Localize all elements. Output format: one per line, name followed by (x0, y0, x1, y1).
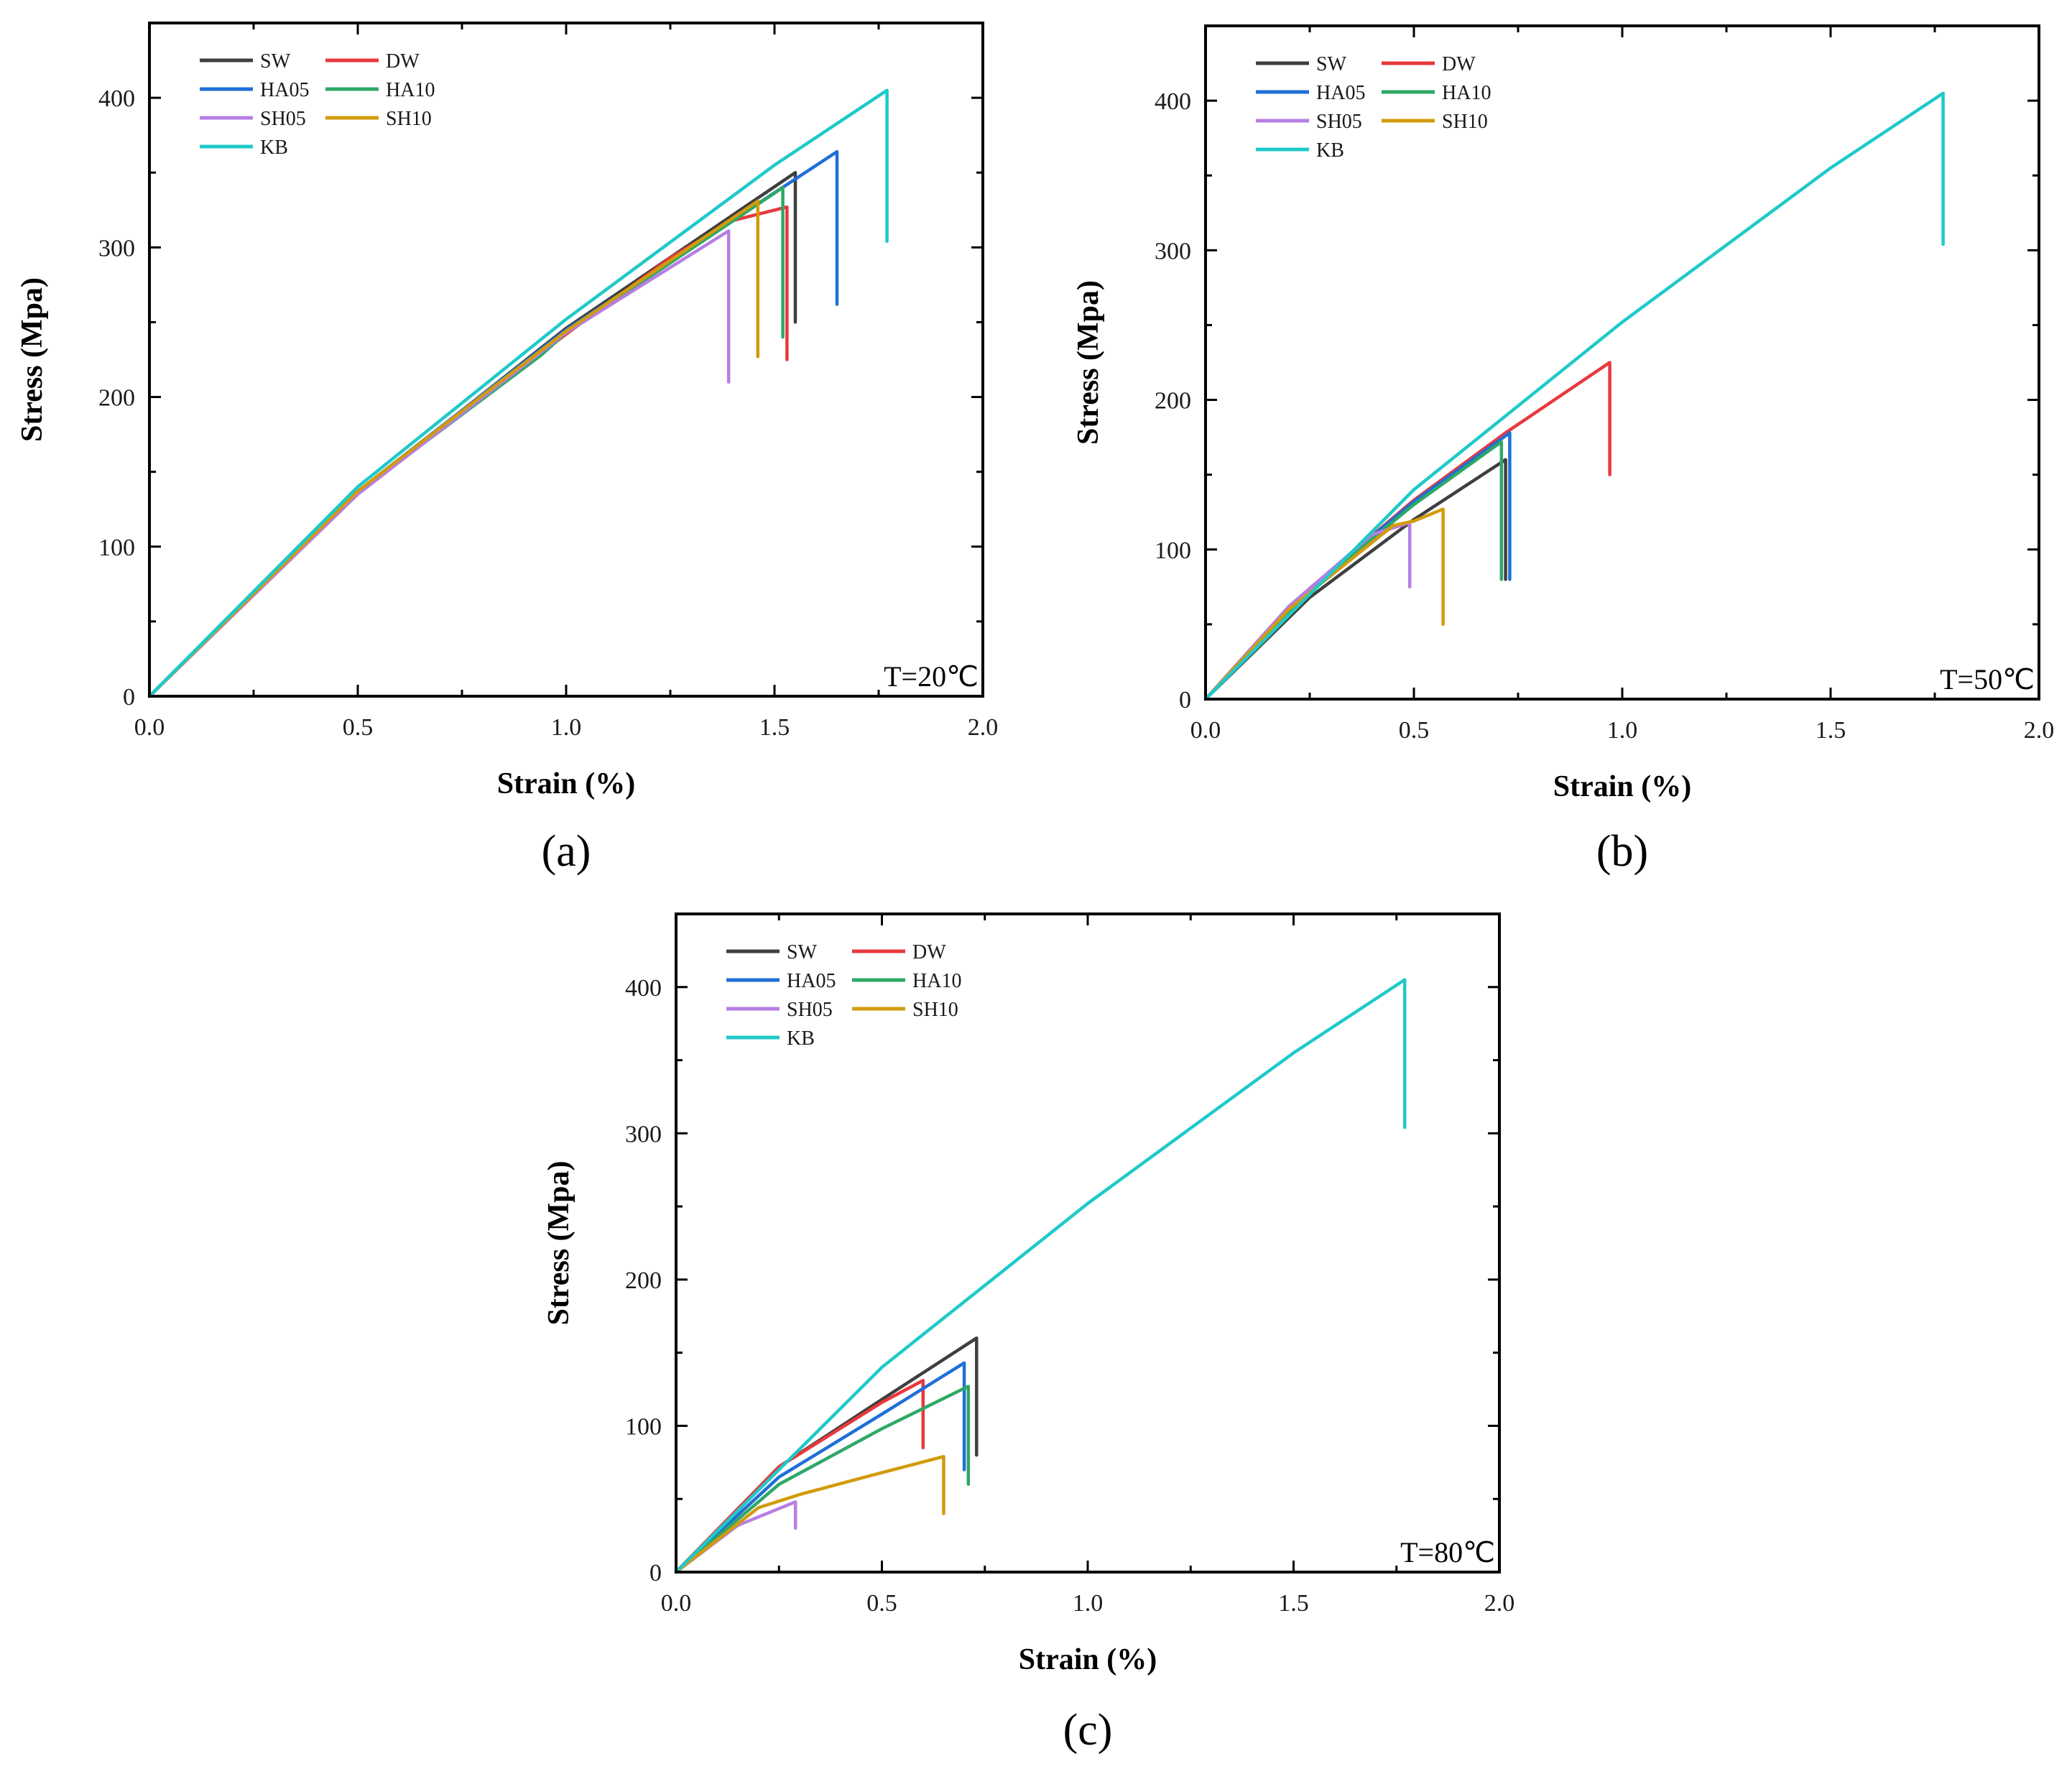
y-axis-title: Stress (Mpa) (16, 277, 49, 442)
series-line-dw (1203, 361, 1611, 701)
legend-label-ha10: HA10 (1442, 82, 1491, 104)
x-tick-label: 1.0 (1607, 717, 1638, 744)
series-line-kb (674, 978, 1407, 1574)
chart-panel-0: 0.0 0.5 1.0 1.5 2.0 0 100 200 300 400 Strain (%) St… (16, 22, 999, 876)
legend-label-sh05: SH05 (787, 999, 833, 1021)
chart-panel-1: 0.0 0.5 1.0 1.5 2.0 0 100 200 300 400 Strain (%) St… (1072, 24, 2055, 876)
y-tick-label: 200 (625, 1267, 662, 1294)
legend-label-sw: SW (787, 941, 818, 964)
legend: SW DW HA05 HA10 SH05 SH10 KB (1256, 53, 1491, 162)
x-tick-label: 0.0 (1190, 717, 1221, 744)
legend-label-sh05: SH05 (1316, 111, 1362, 133)
x-tick-label: 0.5 (1399, 717, 1430, 744)
legend-label-kb: KB (1316, 139, 1344, 162)
y-tick-label: 100 (625, 1413, 662, 1440)
series-line-sh10 (147, 199, 760, 698)
y-axis-title: Stress (Mpa) (542, 1160, 575, 1325)
x-tick-label: 1.5 (1816, 717, 1846, 744)
series-line-ha05 (147, 149, 839, 698)
series-line-sw (1203, 458, 1507, 701)
legend-label-dw: DW (1442, 53, 1476, 75)
x-tick-label: 2.0 (968, 714, 999, 741)
y-tick-label: 0 (123, 684, 135, 711)
x-tick-label: 2.0 (2024, 717, 2055, 744)
legend-label-sh10: SH10 (912, 999, 958, 1021)
series-line-ha10 (147, 185, 785, 698)
x-axis-title: Strain (%) (1553, 770, 1692, 803)
y-tick-label: 200 (1155, 388, 1191, 415)
x-tick-label: 0.5 (343, 714, 374, 741)
legend-label-dw: DW (912, 941, 946, 964)
y-tick-label: 300 (625, 1121, 662, 1147)
panel-label: (c) (1063, 1706, 1113, 1755)
y-tick-label: 100 (98, 535, 135, 561)
series-line-sh10 (1203, 507, 1445, 701)
temperature-label: T=80℃ (1400, 1536, 1495, 1568)
legend-label-ha05: HA05 (1316, 82, 1365, 104)
legend-label-ha05: HA05 (787, 970, 836, 992)
legend-label-dw: DW (386, 50, 420, 73)
series-line-kb (147, 88, 889, 698)
x-tick-label: 1.5 (1278, 1590, 1309, 1617)
series-line-sh05 (1203, 521, 1412, 701)
y-tick-label: 100 (1155, 537, 1191, 564)
y-tick-label: 200 (98, 385, 135, 412)
series-line-ha10 (674, 1385, 971, 1574)
legend-label-ha05: HA05 (260, 79, 309, 101)
x-tick-label: 2.0 (1484, 1590, 1515, 1617)
legend-label-ha10: HA10 (386, 79, 435, 101)
temperature-label: T=20℃ (884, 660, 979, 693)
y-axis-title: Stress (Mpa) (1072, 280, 1105, 445)
y-tick-label: 400 (1155, 88, 1191, 115)
series-line-kb (1203, 91, 1945, 701)
legend-label-sw: SW (260, 50, 291, 73)
y-tick-label: 300 (1155, 238, 1191, 264)
legend-label-kb: KB (787, 1027, 815, 1050)
x-tick-label: 0.5 (866, 1590, 897, 1617)
y-tick-label: 400 (98, 86, 135, 112)
x-tick-label: 1.5 (759, 714, 790, 741)
y-tick-label: 400 (625, 975, 662, 1002)
legend-label-sh10: SH10 (386, 108, 432, 130)
x-axis-title: Strain (%) (497, 767, 636, 800)
x-axis-title: Strain (%) (1019, 1643, 1157, 1676)
series-line-dw (147, 205, 789, 698)
x-tick-label: 1.0 (1073, 1590, 1104, 1617)
x-tick-label: 0.0 (134, 714, 165, 741)
chart-panel-2: 0.0 0.5 1.0 1.5 2.0 0 100 200 300 400 Strain (%) St… (542, 912, 1515, 1755)
y-tick-label: 300 (98, 235, 135, 262)
series-line-ha05 (1203, 431, 1512, 701)
series-line-ha05 (674, 1361, 966, 1574)
legend-label-sh10: SH10 (1442, 111, 1488, 133)
series-line-sh10 (674, 1454, 945, 1574)
legend-label-sh05: SH05 (260, 108, 306, 130)
legend: SW DW HA05 HA10 SH05 SH10 KB (200, 50, 435, 159)
x-tick-label: 1.0 (551, 714, 582, 741)
panel-label: (a) (542, 827, 591, 876)
series-line-ha10 (1203, 440, 1504, 701)
legend: SW DW HA05 HA10 SH05 SH10 KB (726, 941, 961, 1050)
y-tick-label: 0 (649, 1560, 662, 1586)
legend-label-sw: SW (1316, 53, 1347, 75)
legend-label-ha10: HA10 (912, 970, 961, 992)
x-tick-label: 0.0 (661, 1590, 692, 1617)
y-tick-label: 0 (1179, 687, 1191, 713)
series-line-sh05 (147, 229, 731, 698)
panel-label: (b) (1596, 827, 1648, 876)
temperature-label: T=50℃ (1940, 663, 2035, 696)
legend-label-kb: KB (260, 137, 288, 159)
